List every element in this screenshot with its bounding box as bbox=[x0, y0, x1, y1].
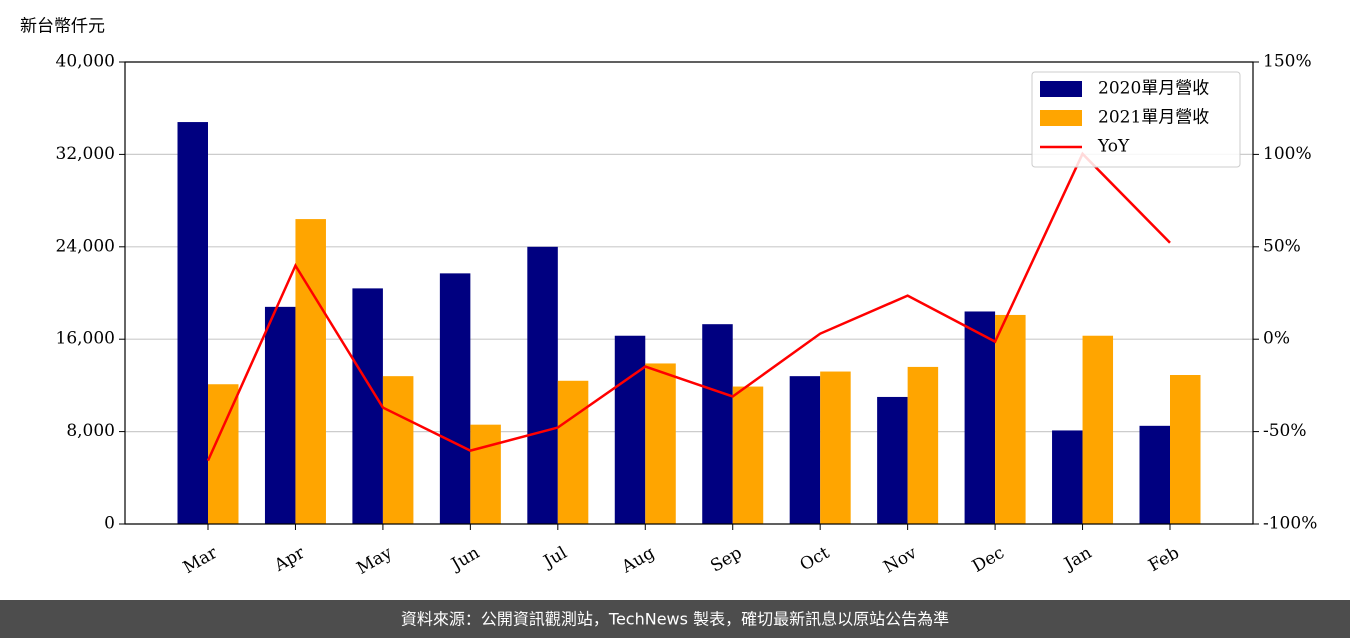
y2-tick-label: 50% bbox=[1263, 236, 1301, 256]
bar bbox=[1082, 335, 1114, 524]
x-tick-label: Apr bbox=[270, 542, 309, 576]
x-tick-label: Mar bbox=[180, 542, 222, 578]
y-tick-label: 0 bbox=[104, 514, 115, 534]
x-tick-label: Jun bbox=[447, 543, 484, 576]
bar bbox=[614, 335, 646, 524]
bar bbox=[527, 246, 558, 525]
y-tick-label: 16,000 bbox=[56, 329, 115, 349]
bar bbox=[264, 306, 296, 524]
y-tick-label: 8,000 bbox=[66, 421, 115, 441]
bar bbox=[964, 311, 996, 524]
y2-tick-label: 100% bbox=[1263, 144, 1312, 164]
bar bbox=[439, 273, 471, 524]
legend-label: YoY bbox=[1097, 137, 1130, 157]
bar bbox=[1052, 430, 1083, 524]
yoy-line bbox=[206, 151, 1171, 462]
legend-swatch bbox=[1040, 81, 1082, 97]
x-tick-label: Jan bbox=[1059, 543, 1095, 575]
bar bbox=[382, 376, 414, 524]
legend-swatch bbox=[1040, 110, 1082, 126]
y-tick-label: 24,000 bbox=[56, 236, 115, 256]
legend-label: 2020單月營收 bbox=[1098, 79, 1209, 99]
bar bbox=[907, 366, 939, 524]
bar bbox=[645, 363, 676, 524]
bar bbox=[732, 386, 764, 524]
bar bbox=[1170, 375, 1201, 524]
x-tick-label: Oct bbox=[797, 543, 833, 576]
x-tick-label: Nov bbox=[880, 543, 920, 578]
bar bbox=[208, 384, 239, 524]
x-tick-label: Feb bbox=[1145, 543, 1183, 576]
y2-tick-label: -100% bbox=[1263, 514, 1317, 534]
bar bbox=[789, 376, 821, 524]
bar bbox=[352, 288, 383, 524]
y2-tick-label: 150% bbox=[1263, 52, 1312, 72]
y2-tick-label: -50% bbox=[1263, 421, 1307, 441]
bar bbox=[995, 314, 1026, 524]
bar bbox=[1139, 425, 1170, 524]
x-tick-label: Sep bbox=[707, 543, 745, 577]
bar bbox=[820, 371, 851, 524]
y-axis-label: 新台幣仟元 bbox=[20, 17, 105, 37]
y-tick-label: 40,000 bbox=[56, 52, 115, 72]
x-tick-label: Aug bbox=[618, 543, 659, 578]
y2-tick-label: 0% bbox=[1263, 329, 1290, 349]
bar bbox=[877, 396, 908, 524]
footer-text: 資料來源：公開資訊觀測站，TechNews 製表，確切最新訊息以原站公告為準 bbox=[401, 610, 949, 629]
x-tick-label: May bbox=[353, 543, 396, 579]
legend-label: 2021單月營收 bbox=[1098, 108, 1209, 128]
bar bbox=[470, 424, 501, 524]
footer-bar bbox=[0, 600, 1350, 638]
bar bbox=[702, 324, 733, 524]
y-tick-label: 32,000 bbox=[56, 144, 115, 164]
x-tick-label: Dec bbox=[969, 543, 1008, 577]
bar bbox=[177, 122, 208, 524]
bar bbox=[295, 219, 326, 524]
plot-frame bbox=[124, 61, 1254, 525]
legend-box bbox=[1031, 71, 1241, 168]
bar bbox=[557, 380, 589, 524]
x-tick-label: Jul bbox=[539, 543, 571, 573]
